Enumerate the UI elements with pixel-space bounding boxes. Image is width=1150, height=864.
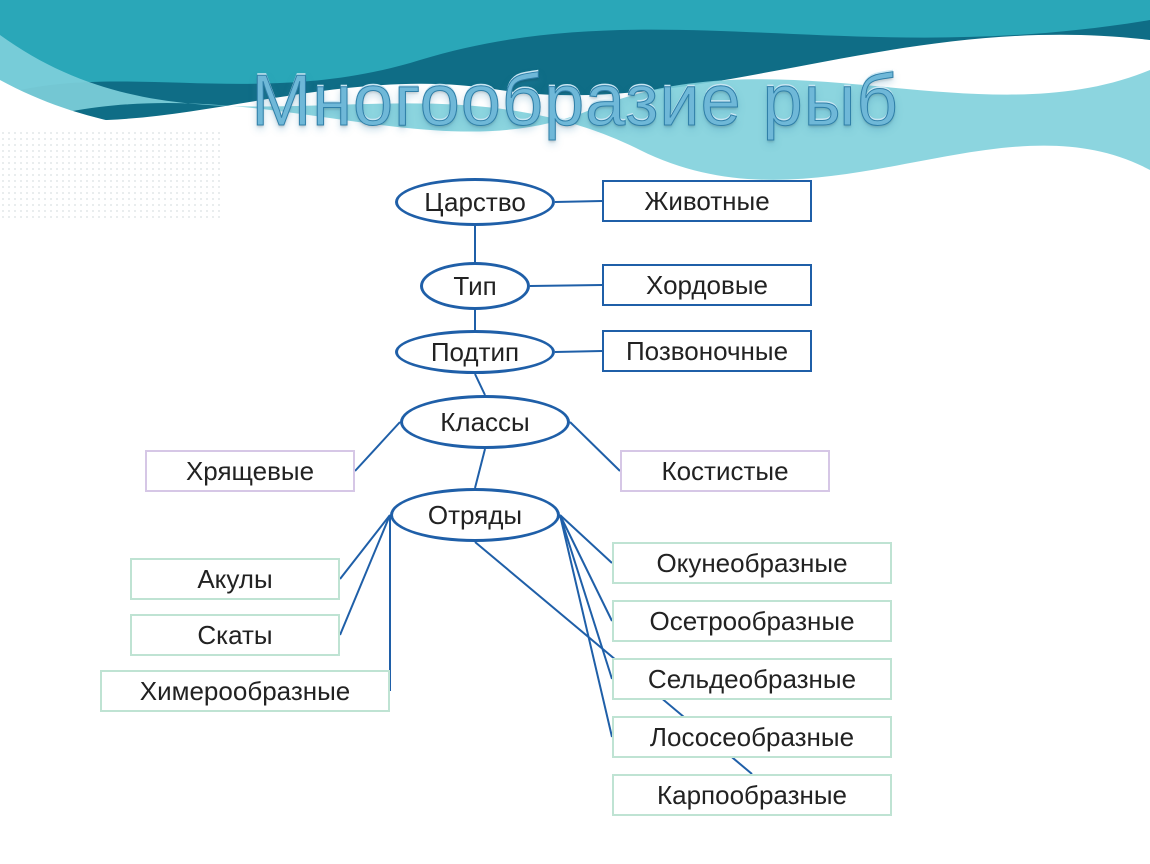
node-label: Позвоночные [626, 336, 788, 367]
node-label: Лососеобразные [650, 722, 854, 753]
node-label: Тип [453, 271, 496, 302]
node-type_val: Хордовые [602, 264, 812, 306]
node-class_bony: Костистые [620, 450, 830, 492]
node-o_salm: Лососеобразные [612, 716, 892, 758]
node-kingdom_val: Животные [602, 180, 812, 222]
node-label: Костистые [661, 456, 788, 487]
node-classes: Классы [400, 395, 570, 449]
node-type: Тип [420, 262, 530, 310]
node-label: Карпообразные [657, 780, 847, 811]
node-label: Царство [424, 187, 526, 218]
node-label: Хрящевые [186, 456, 314, 487]
node-class_cart: Хрящевые [145, 450, 355, 492]
node-o_carp: Карпообразные [612, 774, 892, 816]
node-o_perch: Окунеобразные [612, 542, 892, 584]
node-subtype_val: Позвоночные [602, 330, 812, 372]
node-o_chim: Химерообразные [100, 670, 390, 712]
header-dot-texture [0, 130, 220, 220]
slide-stage: { "canvas": { "width": 1150, "height": 8… [0, 0, 1150, 864]
node-o_herr: Сельдеобразные [612, 658, 892, 700]
node-label: Хордовые [646, 270, 768, 301]
node-o_stur: Осетрообразные [612, 600, 892, 642]
node-label: Сельдеобразные [648, 664, 856, 695]
node-label: Скаты [197, 620, 272, 651]
node-o_sharks: Акулы [130, 558, 340, 600]
node-orders: Отряды [390, 488, 560, 542]
node-label: Животные [644, 186, 769, 217]
node-label: Подтип [431, 337, 519, 368]
node-label: Химерообразные [140, 676, 351, 707]
node-label: Отряды [428, 500, 522, 531]
node-subtype: Подтип [395, 330, 555, 374]
node-kingdom: Царство [395, 178, 555, 226]
node-label: Осетрообразные [649, 606, 854, 637]
node-label: Окунеобразные [656, 548, 847, 579]
node-label: Акулы [197, 564, 272, 595]
node-o_rays: Скаты [130, 614, 340, 656]
slide-title: Многообразие рыб [0, 60, 1150, 142]
node-label: Классы [440, 407, 529, 438]
